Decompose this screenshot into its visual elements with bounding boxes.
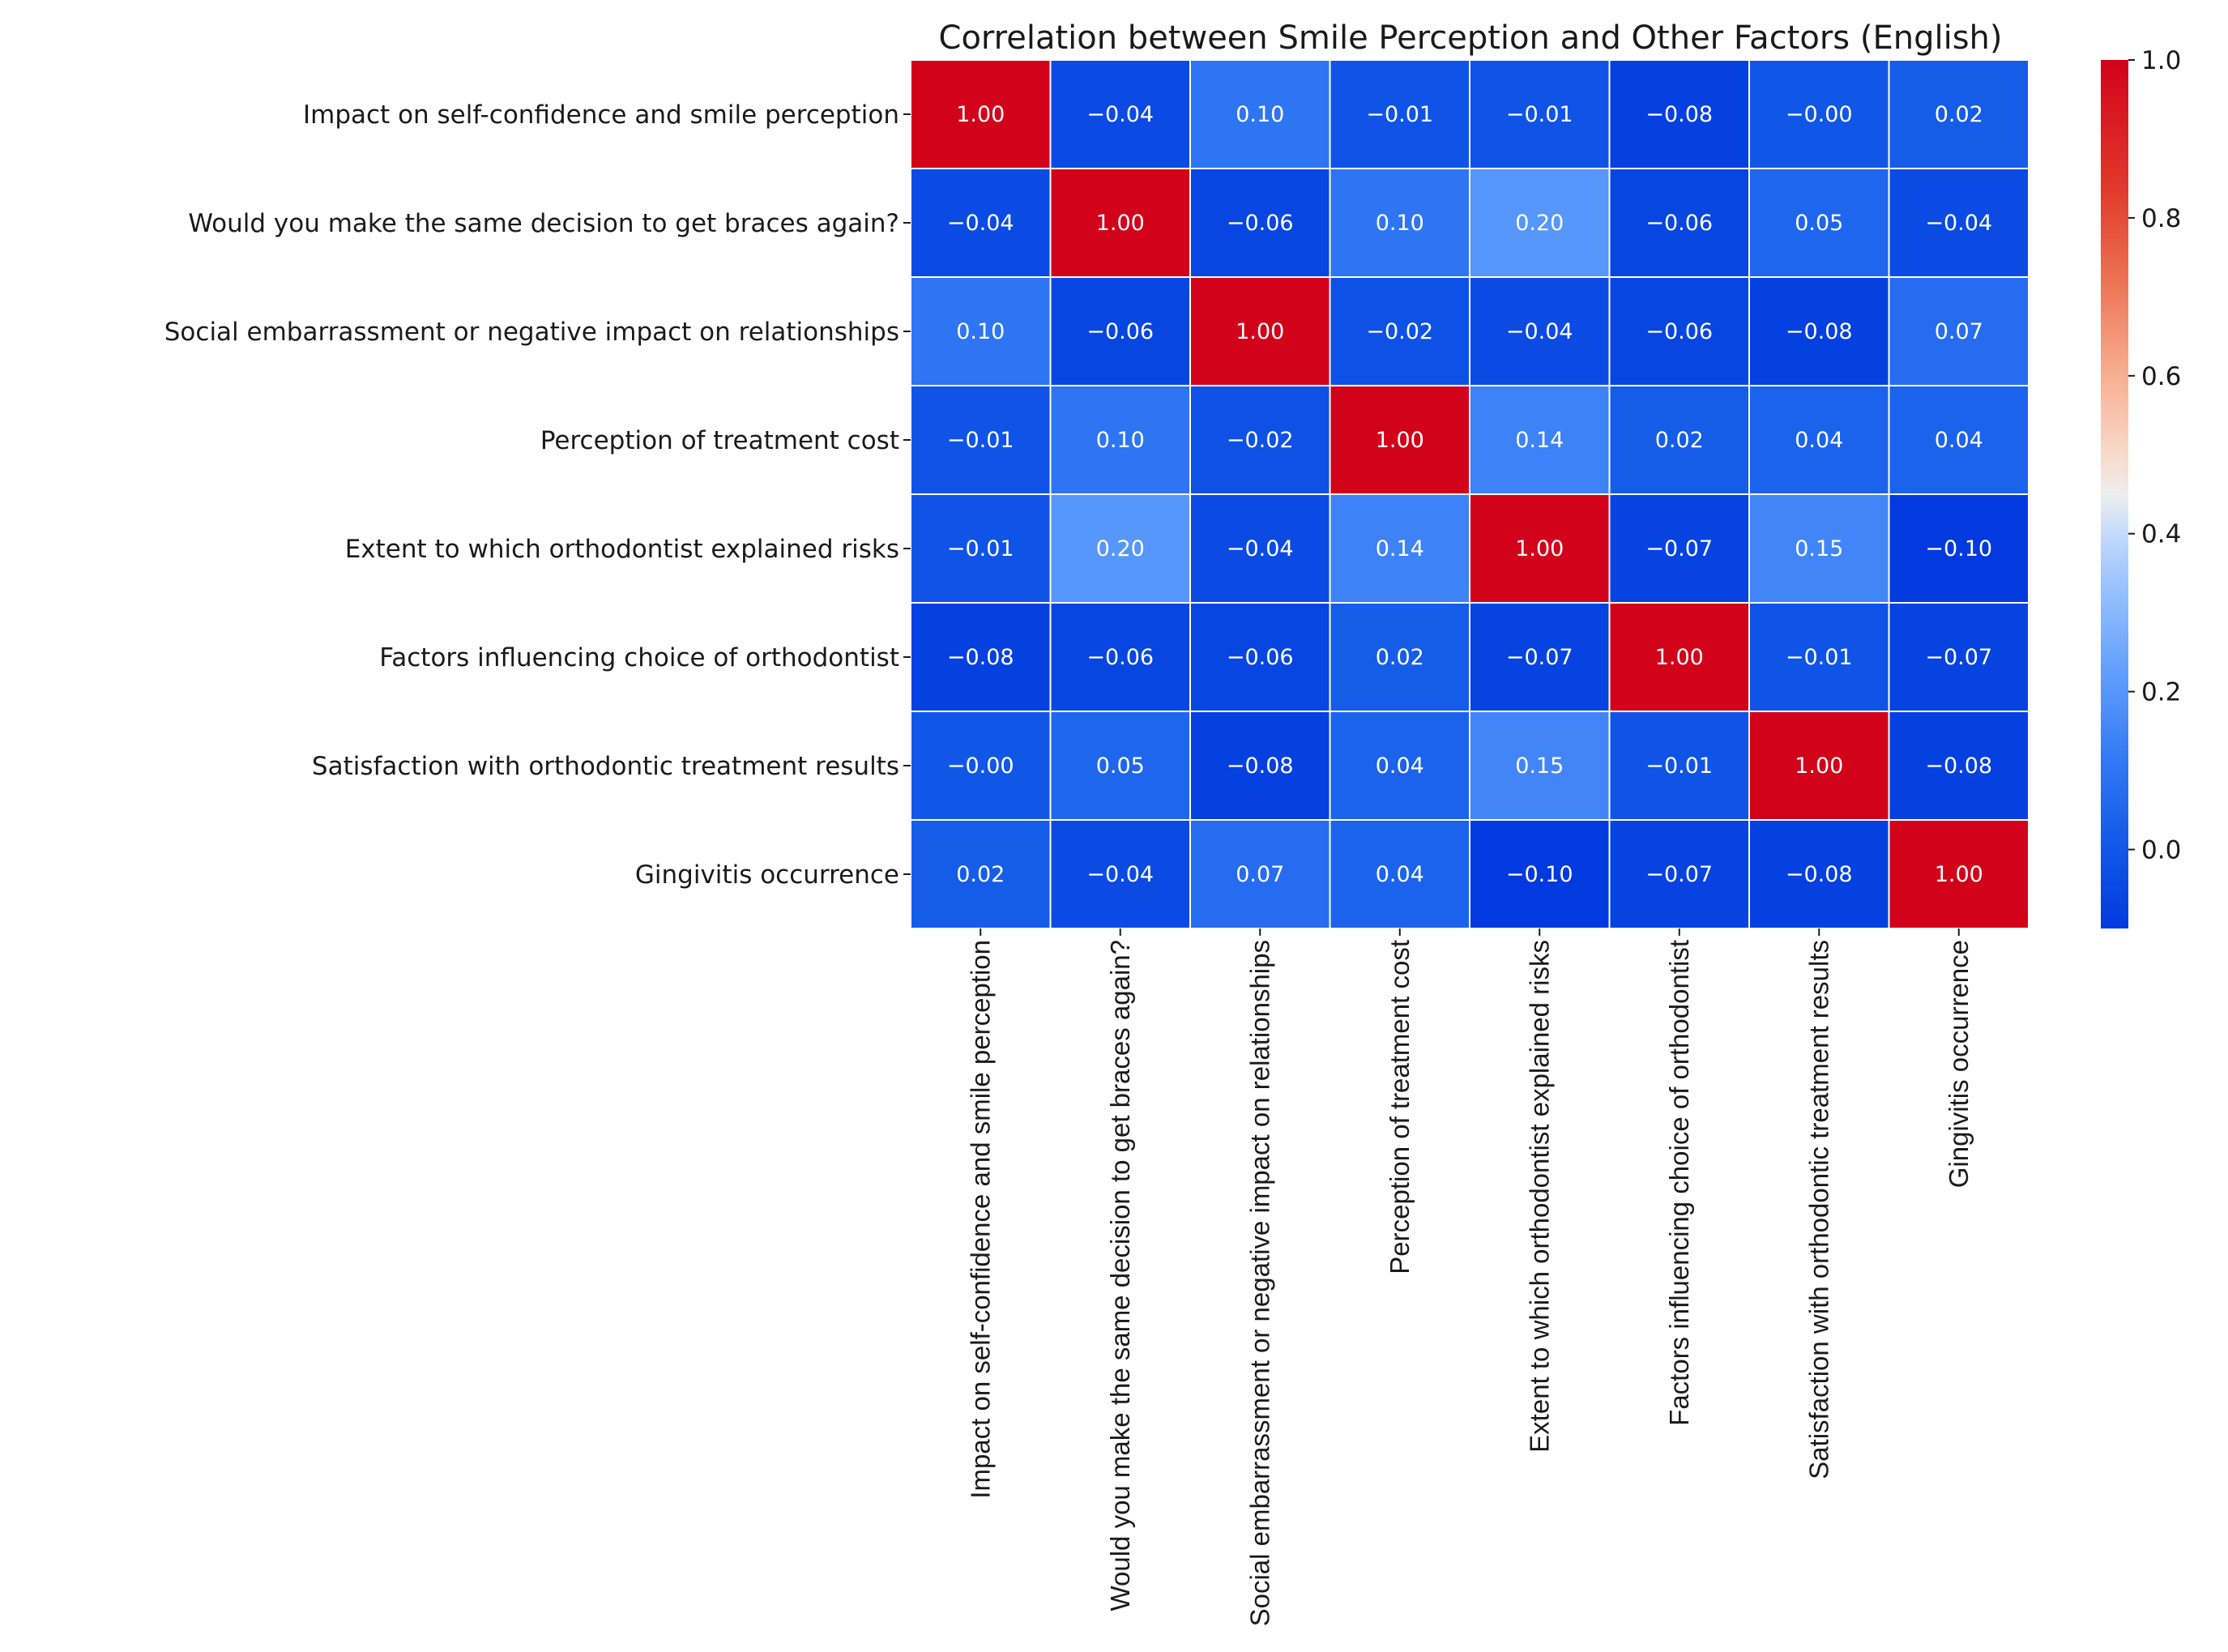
heatmap-cell-value: 0.10 — [1236, 102, 1284, 127]
heatmap-cell-value: −0.01 — [1786, 645, 1853, 670]
heatmap-cell-value: −0.04 — [1227, 536, 1294, 561]
column-label: Social embarrassment or negative impact … — [1244, 940, 1274, 1626]
heatmap-cell-value: −0.01 — [947, 536, 1014, 561]
heatmap-cell-value: 0.02 — [1655, 428, 1704, 453]
row-label: Social embarrassment or negative impact … — [164, 318, 899, 347]
heatmap-cell-value: −0.02 — [1227, 428, 1294, 453]
heatmap-cell-value: 0.10 — [1376, 211, 1424, 236]
colorbar-tick-label: 0.8 — [2141, 204, 2181, 233]
heatmap-cell-value: 0.15 — [1795, 536, 1843, 561]
chart-title: Correlation between Smile Perception and… — [939, 19, 2003, 57]
heatmap-cell-value: 1.00 — [1236, 319, 1284, 344]
heatmap-cell-value: −0.00 — [1786, 102, 1853, 127]
heatmap-cell-value: 0.14 — [1515, 428, 1564, 453]
colorbar-tick-label: 0.6 — [2141, 362, 2181, 391]
heatmap-cell-value: −0.02 — [1366, 319, 1433, 344]
heatmap-cell-value: −0.10 — [1506, 862, 1573, 887]
heatmap-cell-value: 1.00 — [1515, 536, 1564, 561]
heatmap-cell-value: 0.05 — [1096, 753, 1145, 779]
correlation-heatmap-chart: Correlation between Smile Perception and… — [0, 0, 2228, 1648]
heatmap-cell-value: 0.02 — [1376, 645, 1424, 670]
heatmap-cell-value: 0.14 — [1376, 536, 1424, 561]
heatmap-cell-value: 0.10 — [956, 319, 1005, 344]
row-label: Gingivitis occurrence — [635, 860, 899, 890]
heatmap-cell-value: 0.02 — [956, 862, 1005, 887]
heatmap-cell-value: −0.01 — [1506, 102, 1573, 127]
heatmap-cell-value: 0.15 — [1515, 753, 1564, 779]
heatmap-cell-value: −0.08 — [1786, 862, 1853, 887]
heatmap-cell-value: −0.06 — [1645, 319, 1713, 344]
heatmap-cell-value: 0.20 — [1096, 536, 1145, 561]
colorbar-tick-label: 0.2 — [2141, 678, 2181, 707]
heatmap-cell-value: −0.08 — [1925, 753, 1992, 779]
column-label: Impact on self-confidence and smile perc… — [965, 940, 995, 1499]
colorbar-tick-label: 0.4 — [2141, 520, 2181, 549]
column-labels: Impact on self-confidence and smile perc… — [965, 928, 1974, 1626]
heatmap-cell-value: −0.06 — [1227, 645, 1294, 670]
heatmap-cell-value: −0.06 — [1645, 211, 1713, 236]
column-label: Satisfaction with orthodontic treatment … — [1803, 940, 1833, 1479]
column-label: Perception of treatment cost — [1385, 940, 1415, 1274]
column-label: Factors influencing choice of orthodonti… — [1664, 940, 1694, 1426]
heatmap-cell-value: −0.01 — [947, 428, 1014, 453]
heatmap-cell-value: 0.04 — [1795, 428, 1843, 453]
heatmap-cell-value: −0.01 — [1645, 753, 1713, 779]
heatmap-cell-value: 0.10 — [1096, 428, 1145, 453]
column-label: Gingivitis occurrence — [1944, 940, 1974, 1188]
heatmap-cell-value: 1.00 — [1795, 753, 1843, 779]
heatmap-cell-value: −0.04 — [1086, 102, 1154, 127]
heatmap-cell-value: −0.04 — [947, 211, 1014, 236]
heatmap-cell-value: −0.07 — [1645, 536, 1713, 561]
row-labels: Impact on self-confidence and smile perc… — [164, 100, 911, 890]
heatmap-cell-value: 1.00 — [1096, 211, 1145, 236]
heatmap-cell-value: 0.07 — [1236, 862, 1284, 887]
colorbar-tick-label: 0.0 — [2141, 836, 2181, 865]
heatmap-cell-value: −0.07 — [1506, 645, 1573, 670]
heatmap-cell-value: −0.04 — [1506, 319, 1573, 344]
heatmap-cell-value: 0.20 — [1515, 211, 1564, 236]
heatmap-cell-value: 0.02 — [1935, 102, 1983, 127]
heatmap-svg: Correlation between Smile Perception and… — [0, 0, 2228, 1648]
heatmap-cell-value: −0.08 — [947, 645, 1014, 670]
heatmap-cell-value: −0.08 — [1786, 319, 1853, 344]
heatmap-cell-value: 0.04 — [1376, 862, 1424, 887]
heatmap-cell-value: 1.00 — [1935, 862, 1983, 887]
heatmap-cell-value: −0.04 — [1925, 211, 1992, 236]
heatmap-cell-value: 1.00 — [1376, 428, 1424, 453]
colorbar-tick-label: 1.0 — [2141, 46, 2181, 75]
row-label: Would you make the same decision to get … — [188, 209, 899, 238]
colorbar: 0.0 0.2 0.4 0.6 0.8 1.0 — [2101, 46, 2181, 928]
heatmap-cell-value: 0.04 — [1376, 753, 1424, 779]
colorbar-gradient — [2101, 60, 2128, 928]
heatmap-cells — [911, 60, 2029, 928]
heatmap-cell-value: 1.00 — [956, 102, 1005, 127]
row-label: Impact on self-confidence and smile perc… — [303, 100, 899, 130]
heatmap-cell-value: 0.04 — [1935, 428, 1983, 453]
heatmap-cell-value: −0.06 — [1227, 211, 1294, 236]
heatmap-cell-value: −0.06 — [1086, 645, 1154, 670]
heatmap-cell-value: −0.10 — [1925, 536, 1992, 561]
heatmap-cell-value: 0.07 — [1935, 319, 1983, 344]
heatmap-cell-value: −0.08 — [1227, 753, 1294, 779]
heatmap-cell-value: 1.00 — [1655, 645, 1704, 670]
row-label: Satisfaction with orthodontic treatment … — [312, 752, 899, 781]
heatmap-cell-value: −0.01 — [1366, 102, 1433, 127]
column-label: Extent to which orthodontist explained r… — [1524, 940, 1554, 1453]
heatmap-cell-value: 0.05 — [1795, 211, 1843, 236]
row-label: Perception of treatment cost — [540, 426, 899, 455]
heatmap-cell-value: −0.04 — [1086, 862, 1154, 887]
heatmap-cell-value: −0.06 — [1086, 319, 1154, 344]
heatmap-cell-value: −0.00 — [947, 753, 1014, 779]
row-label: Extent to which orthodontist explained r… — [345, 535, 899, 564]
column-label: Would you make the same decision to get … — [1105, 940, 1135, 1611]
heatmap-cell-value: −0.07 — [1925, 645, 1992, 670]
heatmap-cell-value: −0.08 — [1645, 102, 1713, 127]
heatmap-cell-value: −0.07 — [1645, 862, 1713, 887]
row-label: Factors influencing choice of orthodonti… — [379, 643, 899, 672]
